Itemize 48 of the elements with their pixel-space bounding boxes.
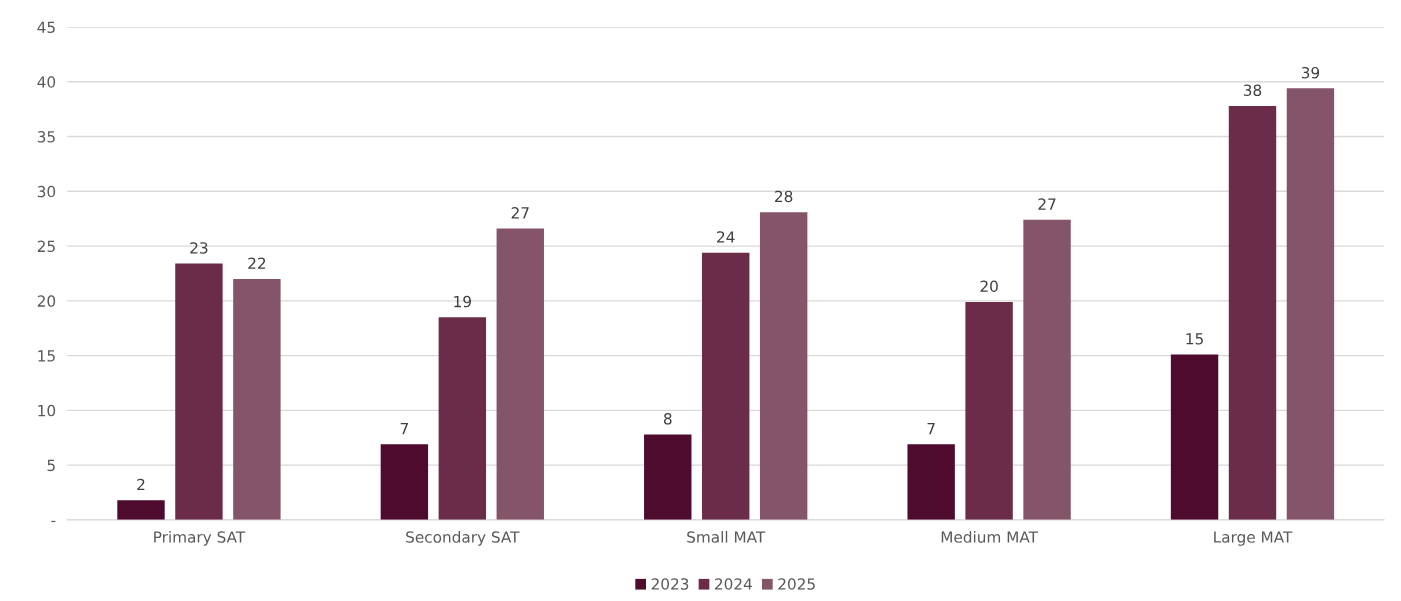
bar xyxy=(175,263,223,520)
y-tick-label: 20 xyxy=(37,295,56,307)
x-tick-label: Medium MAT xyxy=(941,530,1039,543)
y-tick-label: 45 xyxy=(37,21,55,34)
y-tick-label: 25 xyxy=(37,240,55,253)
legend-label: 2024 xyxy=(715,578,752,590)
y-tick-label: 15 xyxy=(38,350,55,362)
data-label: 23 xyxy=(190,242,208,254)
x-tick-label: Small MAT xyxy=(687,530,766,543)
bar xyxy=(380,444,429,520)
bar xyxy=(1170,354,1219,520)
bar xyxy=(1286,88,1335,520)
bar xyxy=(965,301,1013,520)
bar xyxy=(117,500,165,520)
bar xyxy=(496,228,544,520)
x-tick-label: Primary SAT xyxy=(154,530,246,546)
data-label: 39 xyxy=(1301,66,1320,79)
data-label: 7 xyxy=(400,423,408,435)
x-tick-label: Large MAT xyxy=(1214,531,1293,546)
data-label: 24 xyxy=(717,231,735,243)
y-tick-label: 35 xyxy=(37,131,55,143)
data-label: 38 xyxy=(1243,84,1262,96)
bar xyxy=(759,212,808,520)
y-tick-label: 30 xyxy=(37,185,56,198)
y-tick-label: 10 xyxy=(38,404,56,417)
data-label: 7 xyxy=(927,423,935,435)
legend-label: 2023 xyxy=(651,578,689,590)
data-label: 2 xyxy=(137,478,145,491)
data-label: 28 xyxy=(775,190,793,203)
data-label: 27 xyxy=(511,207,529,219)
legend-label: 2025 xyxy=(778,578,815,590)
y-tick-label: 40 xyxy=(37,76,56,88)
bar xyxy=(702,252,750,520)
data-label: 27 xyxy=(1038,198,1056,210)
data-label: 22 xyxy=(248,257,266,269)
data-label: 8 xyxy=(663,412,672,425)
bar xyxy=(644,434,692,520)
data-label: 20 xyxy=(980,280,998,293)
bar xyxy=(907,444,955,520)
bar xyxy=(438,317,487,520)
data-label: 15 xyxy=(1186,333,1203,345)
bar xyxy=(1228,105,1277,520)
x-tick-label: Secondary SAT xyxy=(406,530,520,546)
data-label: 19 xyxy=(454,295,471,308)
bar xyxy=(1023,219,1071,520)
y-tick-label: 5 xyxy=(47,459,55,472)
y-tick-label: - xyxy=(51,520,56,523)
bar xyxy=(233,278,281,520)
